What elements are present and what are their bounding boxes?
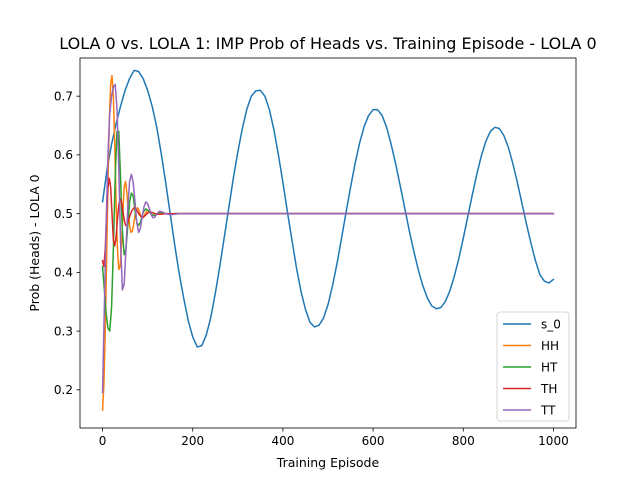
series-line-th	[101, 177, 555, 268]
x-tick-label: 800	[452, 434, 475, 448]
x-tick-label: 400	[271, 434, 294, 448]
legend-label: s_0	[541, 317, 561, 331]
y-tick-label: 0.7	[54, 89, 73, 103]
legend-label: TT	[540, 403, 556, 417]
x-tick-label: 600	[362, 434, 385, 448]
y-tick-label: 0.5	[54, 207, 73, 221]
y-tick-label: 0.2	[54, 383, 73, 397]
legend-label: HT	[541, 360, 558, 374]
axes-frame	[79, 57, 577, 429]
legend-label: HH	[541, 339, 559, 353]
series-line-s-0	[101, 69, 555, 348]
series-line-tt	[101, 83, 555, 394]
x-tick-label: 0	[99, 434, 107, 448]
x-axis: 0 200 400 600 800 1000	[99, 428, 569, 448]
y-axis-label: Prob (Heads) - LOLA 0	[27, 174, 42, 311]
legend-frame	[496, 311, 570, 422]
series-line-ht	[101, 130, 555, 332]
y-axis: 0.2 0.3 0.4 0.5 0.6 0.7	[54, 89, 80, 397]
legend: s_0 HH HT TH TT	[496, 311, 570, 422]
legend-label: TH	[540, 382, 557, 396]
chart-title: LOLA 0 vs. LOLA 1: IMP Prob of Heads vs.…	[59, 34, 596, 53]
y-tick-label: 0.4	[54, 266, 73, 280]
plot-area	[101, 69, 555, 412]
y-tick-label: 0.6	[54, 148, 73, 162]
y-tick-label: 0.3	[54, 324, 73, 338]
x-tick-label: 1000	[538, 434, 569, 448]
x-axis-label: Training Episode	[276, 455, 380, 470]
x-tick-label: 200	[181, 434, 204, 448]
